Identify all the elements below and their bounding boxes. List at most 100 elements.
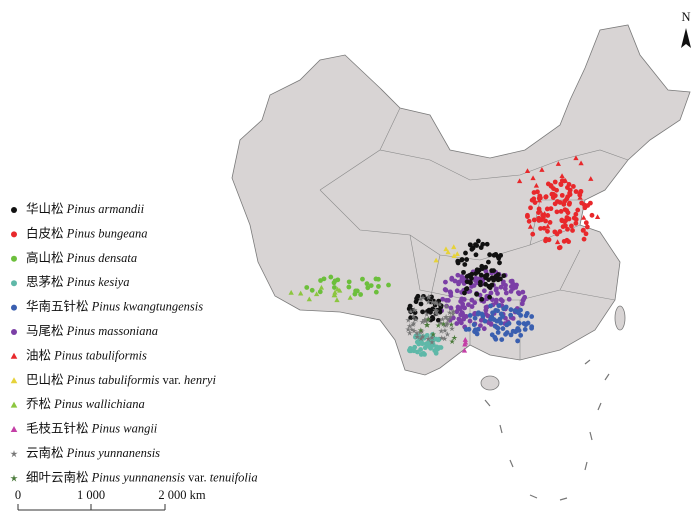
legend-text: 白皮松 (26, 225, 64, 240)
occurrence-point (411, 327, 418, 334)
marker (10, 352, 18, 359)
occurrence-point (583, 231, 589, 237)
occurrence-point (458, 318, 463, 324)
occurrence-point (318, 284, 325, 290)
occurrence-point (433, 309, 439, 315)
occurrence-point (552, 193, 558, 199)
legend-item: 华南五针松 Pinus kwangtungensis (11, 298, 203, 313)
occurrence-point (405, 326, 412, 332)
legend-item: 云南松 Pinus yunnanensis (10, 445, 160, 460)
occurrence-point (472, 311, 477, 317)
occurrence-point (450, 310, 456, 317)
occurrence-point (467, 318, 473, 324)
occurrence-point (539, 167, 545, 172)
occurrence-point (491, 317, 497, 322)
occurrence-point (360, 276, 365, 282)
north-arrow: N (681, 10, 691, 48)
occurrence-point (469, 304, 475, 309)
occurrence-point (436, 301, 443, 307)
occurrence-point (461, 297, 467, 302)
marker (11, 231, 17, 238)
occurrence-point (469, 246, 475, 252)
occurrence-point (474, 331, 480, 337)
occurrence-point (498, 253, 504, 258)
occurrence-point (494, 286, 499, 292)
occurrence-point (417, 329, 424, 335)
occurrence-point (508, 288, 514, 294)
occurrence-point (429, 294, 434, 300)
occurrence-point (584, 224, 590, 230)
occurrence-point (488, 303, 493, 309)
occurrence-point (435, 317, 441, 323)
legend-text: Pinus wangii (91, 421, 158, 435)
occurrence-point (522, 327, 528, 332)
occurrence-point (487, 294, 493, 300)
occurrence-point (425, 335, 432, 342)
occurrence-point (588, 176, 594, 181)
legend-text: Pinus tabuliformis (66, 373, 160, 387)
occurrence-point (464, 257, 470, 262)
hainan (480, 375, 500, 391)
marker (11, 329, 17, 335)
occurrence-point (443, 279, 448, 285)
occurrence-point (481, 326, 487, 332)
occurrence-point (498, 311, 504, 317)
occurrence-point (493, 274, 499, 279)
occurrence-point (565, 194, 571, 200)
legend-text: 细叶云南松 (26, 469, 89, 484)
occurrence-point (306, 296, 312, 302)
occurrence-point (414, 330, 420, 336)
occurrence-point (508, 312, 514, 318)
occurrence-point (358, 292, 364, 297)
occurrence-point (473, 271, 479, 276)
occurrence-point (444, 331, 451, 337)
occurrence-point (459, 277, 465, 282)
legend-text: Pinus massoniana (66, 324, 158, 338)
occurrence-point (438, 328, 445, 334)
occurrence-point (545, 223, 551, 229)
occurrence-point (487, 285, 493, 291)
occurrence-point (313, 291, 320, 297)
occurrence-point (562, 178, 569, 183)
occurrence-point (449, 338, 456, 345)
legend-item: 细叶云南松 Pinus yunnanensis var. tenuifolia (10, 469, 258, 484)
legend-text: Pinus yunnanensis (91, 470, 186, 484)
occurrence-point (490, 310, 495, 316)
scale-label: 2 000 km (158, 488, 206, 502)
occurrence-point (474, 291, 479, 297)
occurrence-point (468, 280, 473, 286)
occurrence-point (519, 301, 525, 307)
legend-text: Pinus wallichiana (53, 397, 145, 411)
occurrence-point (413, 299, 419, 305)
legend-text: henryi (184, 373, 216, 387)
nine-dash-line (484, 359, 610, 501)
occurrence-point (543, 194, 549, 200)
occurrence-point (467, 313, 473, 318)
occurrence-point (472, 300, 478, 306)
occurrence-point (461, 347, 468, 353)
occurrence-point (352, 291, 358, 297)
occurrence-point (554, 239, 561, 245)
taiwan (614, 305, 626, 331)
occurrence-point (487, 252, 493, 258)
occurrence-point (555, 161, 561, 166)
occurrence-point (406, 323, 413, 329)
legend-item: 毛枝五针松 Pinus wangii (10, 420, 158, 435)
occurrence-point (317, 289, 323, 295)
occurrence-point (419, 341, 425, 347)
occurrence-point (425, 293, 432, 300)
legend-label: 华山松 Pinus armandii (26, 201, 145, 216)
occurrence-point (506, 296, 512, 302)
occurrence-point (346, 284, 352, 290)
occurrence-point (523, 322, 529, 328)
occurrence-point (559, 192, 565, 198)
occurrence-point (491, 252, 497, 258)
occurrence-point (554, 231, 560, 237)
occurrence-point (501, 281, 506, 287)
occurrence-point (443, 303, 450, 309)
occurrence-point (537, 208, 543, 213)
occurrence-point (418, 335, 424, 342)
marker (11, 280, 17, 287)
marker (10, 401, 18, 408)
occurrence-point (483, 264, 489, 270)
